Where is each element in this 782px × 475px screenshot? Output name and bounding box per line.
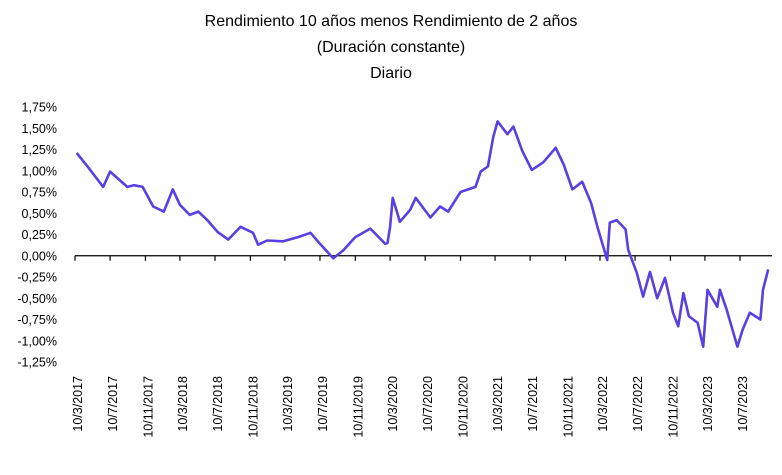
y-tick-label: 0,00%: [22, 249, 57, 263]
x-axis: 10/3/2017 10/7/2017 10/11/2017 10/3/2018 10/…: [71, 255, 772, 438]
y-tick-label: 0,25%: [22, 228, 57, 242]
x-tick-label: 10/3/2018: [176, 376, 190, 432]
x-tick-label: 10/3/2019: [281, 376, 295, 432]
title-line-2: (Duración constante): [317, 39, 466, 56]
x-tick-label: 10/3/2021: [491, 376, 505, 432]
x-tick-label: 10/7/2022: [631, 376, 645, 432]
y-tick-label: 1,50%: [22, 122, 57, 136]
chart-title: Rendimiento 10 años menos Rendimiento de…: [205, 13, 578, 82]
x-tick-label: 10/7/2023: [736, 376, 750, 432]
x-tick-label: 10/7/2018: [211, 376, 225, 432]
x-tick-label: 10/3/2022: [596, 376, 610, 432]
x-tick-label: 10/11/2020: [457, 376, 471, 438]
y-tick-label: -0,50%: [17, 292, 57, 306]
x-tick-label: 10/7/2021: [526, 376, 540, 432]
y-tick-label: 0,50%: [22, 207, 57, 221]
x-tick-label: 10/3/2023: [701, 376, 715, 432]
y-tick-label: 1,75%: [22, 101, 57, 115]
y-tick-label: 1,25%: [22, 143, 57, 157]
y-tick-label: -1,25%: [17, 356, 57, 370]
x-tick-label: 10/11/2019: [351, 376, 365, 438]
x-tick-label: 10/3/2017: [71, 376, 85, 432]
y-tick-label: 1,00%: [22, 164, 57, 178]
x-tick-label: 10/7/2019: [316, 376, 330, 432]
x-tick-label: 10/3/2020: [386, 376, 400, 432]
x-tick-label: 10/11/2018: [246, 376, 260, 438]
series: [75, 120, 770, 349]
y-axis-ticks: 1,75% 1,50% 1,25% 1,00% 0,75% 0,50% 0,25% 0,00%…: [17, 101, 57, 370]
title-line-1: Rendimiento 10 años menos Rendimiento de…: [205, 13, 578, 30]
series-line: [75, 120, 770, 349]
y-tick-label: -0,25%: [17, 271, 57, 285]
title-line-3: Diario: [370, 65, 412, 82]
x-tick-label: 10/7/2017: [106, 376, 120, 432]
x-tick-label: 10/11/2021: [561, 376, 575, 438]
y-tick-label: 0,75%: [22, 186, 57, 200]
x-tick-label: 10/11/2022: [666, 376, 680, 438]
y-tick-label: -1,00%: [17, 334, 57, 348]
x-tick-label: 10/11/2017: [141, 376, 155, 438]
y-tick-label: -0,75%: [17, 313, 57, 327]
x-tick-label: 10/7/2020: [421, 376, 435, 432]
